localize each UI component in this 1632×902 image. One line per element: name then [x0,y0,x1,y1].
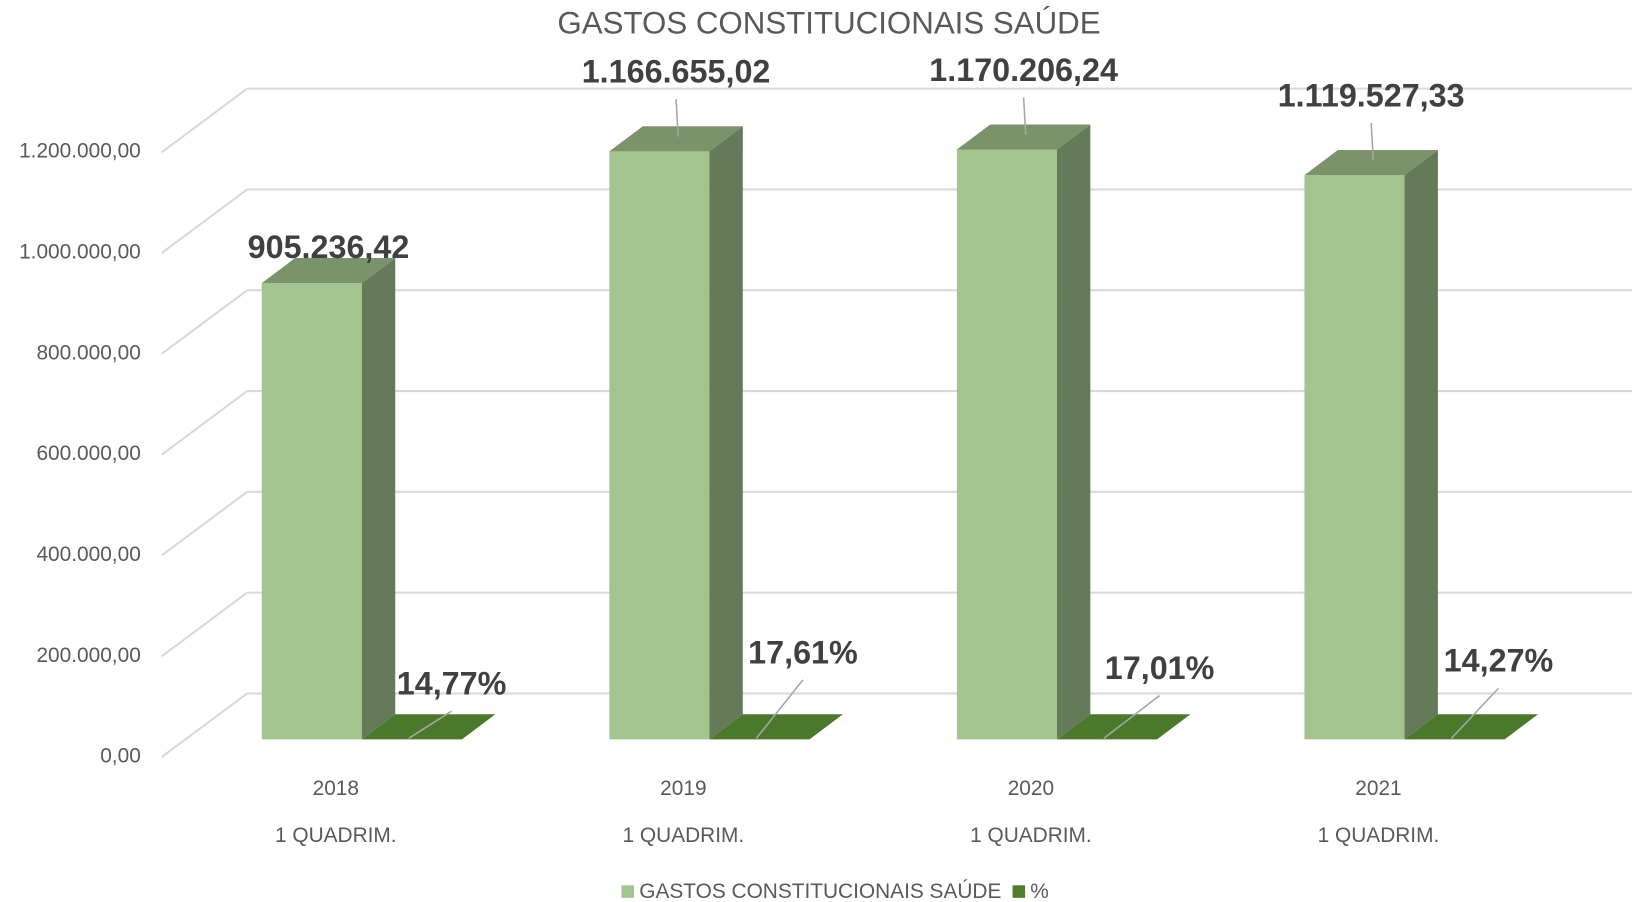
bar-top [1056,714,1191,740]
bar-side [361,258,396,740]
bar [261,258,396,740]
bar-top [1304,150,1438,176]
y-tick-label: 600.000,00 [36,442,140,465]
bar-front [261,283,362,740]
value-label: 17,01% [1105,650,1215,686]
value-label: 1.119.527,33 [1278,77,1465,113]
grid-line [161,188,248,254]
bar-side [1504,714,1539,740]
x-tick-sublabel: 1 QUADRIM. [970,824,1092,847]
value-label: 14,77% [397,666,507,702]
y-tick-label: 1.000.000,00 [19,241,141,264]
grid-line [161,390,248,456]
bar-top [261,258,396,284]
bar-front [1304,175,1405,740]
grid-line [161,692,248,758]
y-tick-label: 200.000,00 [36,644,140,667]
value-label: 1.166.655,02 [582,54,771,90]
bar-side [1157,714,1191,740]
bar-top [956,124,1091,150]
leader-line [1022,97,1027,135]
y-tick-label: 400.000,00 [36,543,140,566]
grid-line [161,289,248,355]
x-tick-label: 2021 [1355,777,1401,800]
y-tick-label: 800.000,00 [36,341,140,364]
chart-title: GASTOS CONSTITUCIONAIS SAÚDE [557,5,1100,40]
leader-line [408,710,452,739]
grid-line [161,591,248,658]
bar [1304,150,1438,740]
value-label: 1.170.206,24 [929,52,1118,88]
leader-line [1450,687,1500,739]
y-tick-label: 1.200.000,00 [19,140,141,163]
bar-top [1404,714,1539,740]
value-label: 905.236,42 [248,229,410,265]
x-tick-sublabel: 1 QUADRIM. [275,824,397,847]
bar-side [1404,150,1438,740]
leader-line [755,679,804,739]
bar [609,126,743,740]
bar-front [609,151,710,740]
legend-swatch [1012,885,1026,898]
x-tick-sublabel: 1 QUADRIM. [1318,824,1440,847]
legend-label: % [1030,880,1049,902]
bar [1404,714,1539,740]
bar-side [1056,124,1091,740]
bar-side [809,714,843,740]
x-tick-label: 2019 [660,777,706,800]
x-tick-sublabel: 1 QUADRIM. [623,824,745,847]
bar-top [609,126,743,152]
bar [709,714,843,740]
leader-line [1103,694,1161,739]
value-label: 17,61% [748,634,858,670]
bar-side [461,714,496,740]
grid-line [161,87,248,154]
grid-line [161,491,248,557]
legend-label: GASTOS CONSTITUCIONAIS SAÚDE [639,880,1001,902]
bar [956,124,1091,740]
leader-line [675,99,679,137]
y-tick-label: 0,00 [100,745,141,768]
bar-top [709,714,843,740]
bar-front [956,149,1057,740]
x-tick-label: 2020 [1008,777,1054,800]
value-label: 14,27% [1444,643,1554,679]
legend-swatch [621,885,635,898]
x-tick-label: 2018 [313,777,359,800]
leader-line [1370,122,1375,161]
bar-side [709,126,743,740]
bar [361,714,496,740]
bar [1056,714,1191,740]
bar-top [361,714,496,740]
